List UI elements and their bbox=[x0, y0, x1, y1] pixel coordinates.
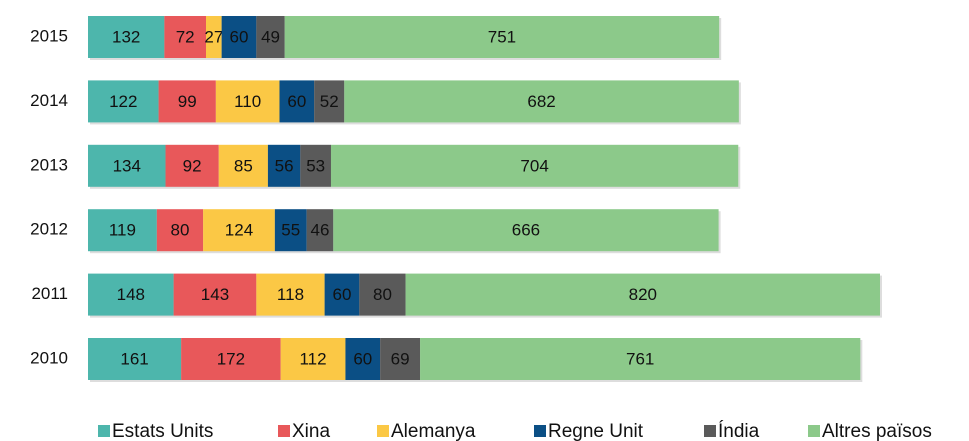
bar-segment bbox=[158, 80, 216, 123]
data-label: 60 bbox=[353, 349, 372, 368]
legend-swatch bbox=[377, 425, 389, 437]
bar-segment bbox=[181, 338, 281, 380]
data-label: 52 bbox=[320, 92, 339, 111]
data-label: 80 bbox=[373, 285, 392, 304]
data-label: 46 bbox=[311, 221, 330, 240]
bar-segment bbox=[380, 338, 421, 380]
data-label: 112 bbox=[299, 349, 326, 368]
bar-segment bbox=[164, 16, 207, 58]
legend-swatch bbox=[278, 425, 290, 437]
data-label: 60 bbox=[287, 92, 306, 111]
data-label: 682 bbox=[527, 92, 555, 111]
bar-segment bbox=[330, 144, 739, 187]
data-label: 820 bbox=[629, 285, 657, 304]
data-label: 49 bbox=[261, 27, 280, 46]
y-tick-label: 2011 bbox=[31, 284, 68, 303]
bar-segment bbox=[215, 80, 280, 123]
data-label: 666 bbox=[512, 221, 540, 240]
data-label: 132 bbox=[112, 27, 140, 46]
legend-label: Regne Unit bbox=[548, 421, 644, 441]
bar-segment bbox=[333, 209, 719, 252]
bar-segment bbox=[280, 338, 346, 380]
y-tick-label: 2010 bbox=[30, 348, 68, 367]
data-label: 134 bbox=[113, 156, 141, 175]
legend-swatch bbox=[808, 425, 820, 437]
bar-segment bbox=[206, 16, 222, 58]
bar-segment bbox=[221, 16, 257, 58]
legend-swatch bbox=[98, 425, 110, 437]
legend-label: Altres països bbox=[822, 421, 932, 441]
data-label: 60 bbox=[333, 285, 352, 304]
data-label: 99 bbox=[178, 92, 197, 111]
bar-segment bbox=[256, 273, 325, 316]
legend-swatch bbox=[534, 425, 546, 437]
y-tick-label: 2012 bbox=[30, 220, 68, 239]
data-label: 53 bbox=[306, 156, 325, 175]
data-label: 172 bbox=[217, 349, 245, 368]
bar-segment bbox=[88, 144, 166, 187]
data-label: 124 bbox=[225, 221, 253, 240]
data-label: 122 bbox=[109, 92, 137, 111]
data-label: 110 bbox=[234, 92, 261, 111]
y-tick-label: 2014 bbox=[30, 91, 68, 110]
bar-segment bbox=[88, 273, 174, 316]
legend-swatch bbox=[704, 425, 716, 437]
bar-segment bbox=[284, 16, 720, 58]
legend-label: Xina bbox=[292, 421, 330, 441]
bar-segment bbox=[279, 80, 315, 123]
y-tick-label: 2013 bbox=[30, 155, 68, 174]
legend-label: Índia bbox=[718, 421, 760, 441]
data-label: 60 bbox=[230, 27, 249, 46]
bar-segment bbox=[218, 144, 268, 187]
data-label: 69 bbox=[391, 349, 410, 368]
bar-segment bbox=[420, 338, 861, 380]
legend-label: Alemanya bbox=[391, 421, 476, 441]
bar-segment bbox=[300, 144, 331, 187]
bar-segment bbox=[203, 209, 275, 252]
bar-segment bbox=[405, 273, 880, 316]
data-label: 56 bbox=[275, 156, 294, 175]
data-label: 119 bbox=[109, 221, 136, 240]
y-tick-label: 2015 bbox=[30, 26, 68, 45]
data-label: 92 bbox=[183, 156, 202, 175]
bar-segment bbox=[88, 338, 182, 380]
data-label: 27 bbox=[204, 27, 223, 46]
bar-segment bbox=[314, 80, 345, 123]
bar-segment bbox=[173, 273, 257, 316]
bar-segment bbox=[156, 209, 204, 252]
data-label: 80 bbox=[171, 221, 190, 240]
bar-segment bbox=[344, 80, 739, 123]
data-label: 118 bbox=[277, 285, 304, 304]
bar-segment bbox=[165, 144, 219, 187]
data-label: 161 bbox=[120, 349, 148, 368]
bar-segment bbox=[88, 209, 157, 252]
bar-segment bbox=[256, 16, 285, 58]
data-label: 72 bbox=[176, 27, 195, 46]
bar-segment bbox=[267, 144, 301, 187]
bar-segment bbox=[88, 80, 159, 123]
bar-segment bbox=[88, 16, 165, 58]
bar-segment bbox=[274, 209, 307, 252]
data-label: 704 bbox=[520, 156, 548, 175]
data-label: 143 bbox=[201, 285, 229, 304]
bar-segment bbox=[359, 273, 406, 316]
data-label: 148 bbox=[117, 285, 145, 304]
data-label: 55 bbox=[281, 221, 300, 240]
bar-segment bbox=[345, 338, 381, 380]
legend-label: Estats Units bbox=[112, 421, 213, 441]
data-label: 761 bbox=[626, 349, 654, 368]
data-label: 85 bbox=[234, 156, 253, 175]
data-label: 751 bbox=[488, 27, 516, 46]
bar-segment bbox=[324, 273, 360, 316]
bar-segment bbox=[306, 209, 334, 252]
